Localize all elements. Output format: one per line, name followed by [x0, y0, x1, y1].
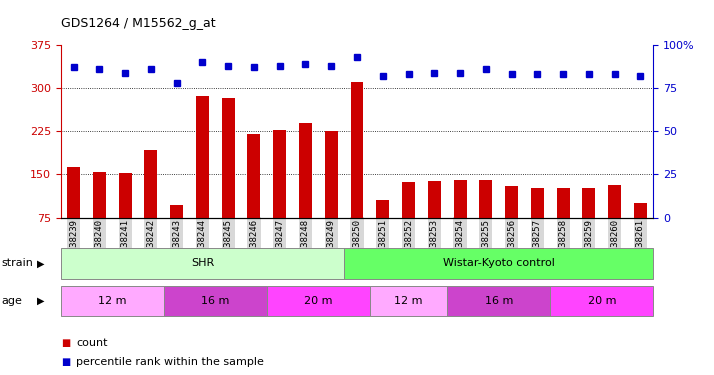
- Text: strain: strain: [1, 258, 34, 268]
- Bar: [267, 286, 370, 316]
- Text: GDS1264 / M15562_g_at: GDS1264 / M15562_g_at: [61, 17, 216, 30]
- Bar: [550, 286, 653, 316]
- Text: ■: ■: [61, 357, 70, 367]
- Bar: [557, 188, 570, 218]
- Bar: [119, 172, 131, 217]
- Bar: [479, 180, 492, 218]
- Text: age: age: [1, 296, 22, 306]
- Text: 12 m: 12 m: [98, 296, 126, 306]
- Bar: [273, 129, 286, 218]
- Bar: [325, 131, 338, 218]
- Text: ▶: ▶: [37, 296, 45, 306]
- Bar: [61, 248, 344, 279]
- Bar: [376, 200, 389, 217]
- Bar: [634, 203, 647, 217]
- Bar: [170, 206, 183, 218]
- Bar: [402, 182, 415, 218]
- Bar: [93, 171, 106, 217]
- Text: ■: ■: [61, 338, 70, 348]
- Bar: [370, 286, 447, 316]
- Bar: [351, 82, 363, 218]
- Bar: [453, 180, 466, 218]
- Text: ▶: ▶: [37, 258, 45, 268]
- Bar: [299, 123, 312, 218]
- Bar: [531, 188, 544, 218]
- Text: 20 m: 20 m: [304, 296, 333, 306]
- Text: count: count: [76, 338, 108, 348]
- Bar: [505, 186, 518, 218]
- Text: 16 m: 16 m: [485, 296, 513, 306]
- Bar: [67, 167, 80, 218]
- Text: SHR: SHR: [191, 258, 214, 268]
- Text: 16 m: 16 m: [201, 296, 229, 306]
- Bar: [164, 286, 267, 316]
- Bar: [248, 134, 261, 218]
- Bar: [196, 96, 208, 218]
- Text: 20 m: 20 m: [588, 296, 616, 306]
- Bar: [61, 286, 164, 316]
- Bar: [583, 188, 595, 218]
- Text: Wistar-Kyoto control: Wistar-Kyoto control: [443, 258, 555, 268]
- Bar: [447, 286, 550, 316]
- Text: percentile rank within the sample: percentile rank within the sample: [76, 357, 264, 367]
- Bar: [222, 98, 235, 218]
- Bar: [608, 185, 621, 218]
- Bar: [144, 150, 157, 217]
- Bar: [428, 181, 441, 218]
- Text: 12 m: 12 m: [394, 296, 423, 306]
- Bar: [344, 248, 653, 279]
